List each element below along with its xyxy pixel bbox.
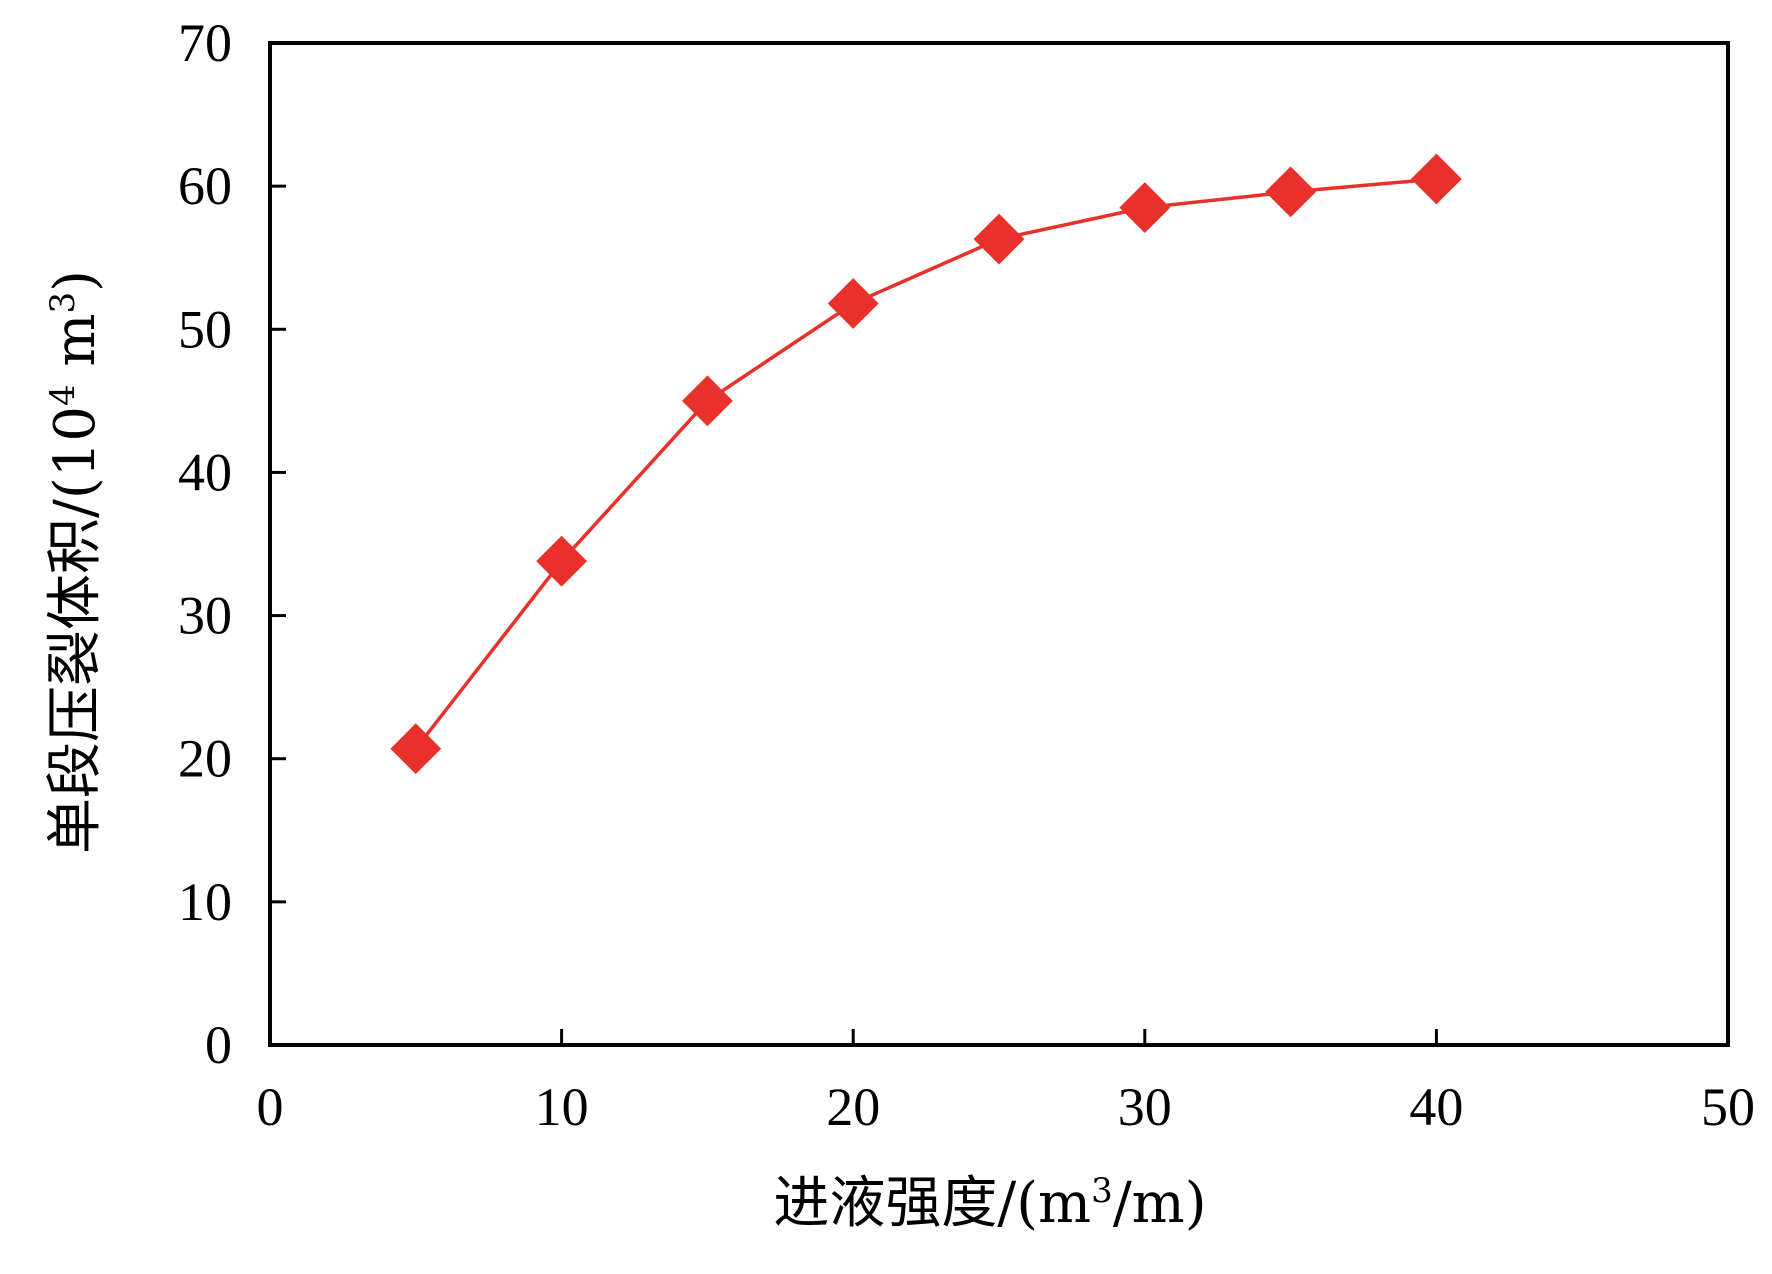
x-tick-label: 20 (826, 1077, 880, 1137)
y-tick-label: 0 (205, 1015, 232, 1075)
x-tick-label: 0 (257, 1077, 284, 1137)
y-tick-label: 40 (178, 442, 232, 502)
y-tick-label: 50 (178, 299, 232, 359)
x-tick-label: 40 (1409, 1077, 1463, 1137)
plot-area (268, 41, 1730, 1047)
data-point-diamond (1410, 153, 1462, 205)
data-point-diamond (1119, 182, 1171, 234)
y-tick-label: 10 (178, 872, 232, 932)
data-point-diamond (681, 375, 733, 427)
x-tick-label: 50 (1701, 1077, 1755, 1137)
x-axis-title-tail: /m) (1113, 1171, 1207, 1236)
series (390, 153, 1462, 775)
y-tick-label: 30 (178, 586, 232, 646)
data-point-diamond (390, 723, 442, 775)
y-axis-title-main: 单段压裂体积/(10 (43, 406, 108, 854)
data-point-diamond (1265, 166, 1317, 218)
data-point-diamond (973, 213, 1025, 265)
y-tick-label: 70 (178, 13, 232, 73)
series-line (414, 177, 1437, 750)
y-axis-title-sup2: 3 (43, 292, 83, 314)
y-axis-title-sup: 4 (43, 384, 83, 406)
x-tick-label: 30 (1118, 1077, 1172, 1137)
y-axis-title-mid: m (43, 313, 108, 384)
y-tick-label: 60 (178, 156, 232, 216)
data-point-diamond (827, 278, 879, 329)
axis-ticks: 0 10 20 30 40 50 0 10 20 30 40 50 60 70 (178, 13, 1755, 1137)
y-axis-title: 单段压裂体积/(104 m3) (43, 270, 108, 854)
data-point-diamond (536, 535, 588, 587)
x-axis-title: 进液强度/(m3/m) (773, 1171, 1206, 1236)
x-axis-title-sup: 3 (1091, 1171, 1113, 1211)
x-tick-label: 10 (535, 1077, 589, 1137)
y-tick-label: 20 (178, 729, 232, 789)
plot-frame (268, 41, 1730, 1047)
x-axis-title-main: 进液强度/(m (773, 1171, 1091, 1236)
y-axis-title-tail: ) (43, 270, 108, 292)
